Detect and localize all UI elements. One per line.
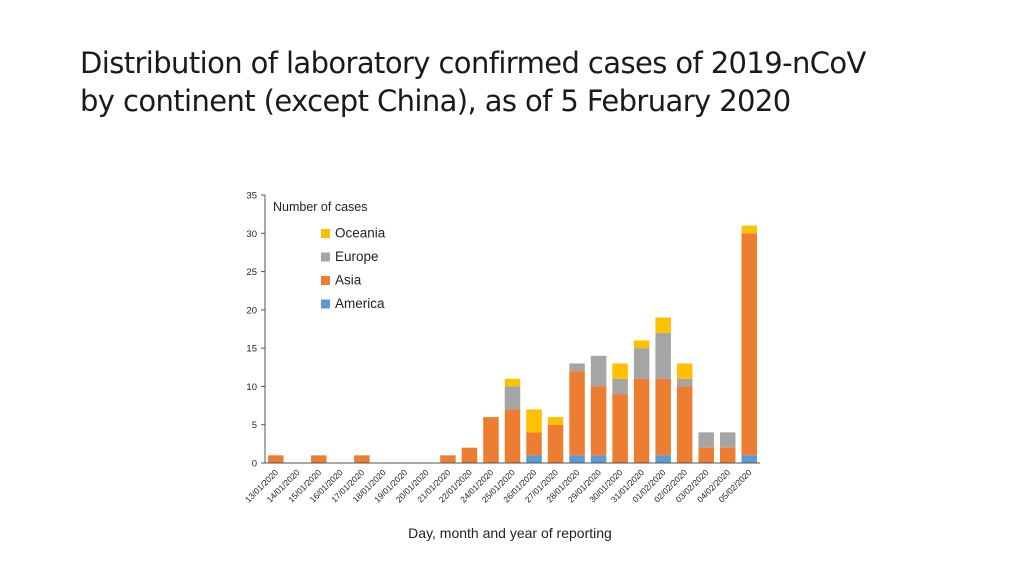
- bar-segment-america: [655, 455, 671, 463]
- bar-segment-asia: [590, 386, 607, 456]
- bar-segment-europe: [569, 363, 585, 372]
- bar-segment-oceania: [676, 363, 693, 379]
- bar-segment-europe: [590, 355, 607, 387]
- bar-segment-europe: [633, 348, 650, 379]
- legend-label-asia: Asia: [335, 273, 362, 288]
- y-axis: 0 5 10 15 20 25 30 35: [246, 191, 266, 470]
- bar-segment-oceania: [655, 317, 671, 333]
- bar-segment-oceania: [741, 225, 757, 234]
- slide-title-line-1: Distribution of laboratory confirmed cas…: [80, 46, 866, 80]
- bar-segment-asia: [633, 378, 650, 463]
- bar-segment-asia: [741, 233, 757, 456]
- bar-segment-asia: [354, 455, 370, 463]
- y-tick-label: 5: [252, 420, 257, 431]
- legend-label-oceania: Oceania: [335, 226, 386, 241]
- bar-segment-europe: [698, 432, 714, 448]
- y-axis-title: Number of cases: [273, 200, 367, 214]
- slide-title-line-2: by continent (except China), as of 5 Feb…: [80, 84, 791, 118]
- bar-segment-asia: [676, 386, 693, 463]
- bar-segment-europe: [655, 332, 671, 379]
- y-tick-label: 10: [246, 382, 257, 393]
- legend-swatch-oceania: [321, 229, 330, 238]
- y-tick-label: 15: [246, 344, 257, 355]
- bar-segment-america: [526, 455, 542, 463]
- bar-segment-oceania: [504, 378, 521, 387]
- y-tick-label: 35: [246, 191, 257, 202]
- bar-segment-europe: [676, 378, 693, 387]
- bar-segment-asia: [311, 455, 327, 463]
- bar-segment-asia: [569, 371, 585, 456]
- x-axis: 13/01/202014/01/202015/01/202016/01/2020…: [243, 462, 760, 504]
- bar-segment-oceania: [633, 340, 650, 349]
- bar-segment-asia: [440, 455, 456, 463]
- legend: Oceania Europe Asia America: [321, 226, 386, 311]
- bar-segment-europe: [612, 378, 628, 395]
- bar-segment-oceania: [526, 409, 542, 433]
- slide-title: Distribution of laboratory confirmed cas…: [80, 44, 980, 120]
- bar-segment-asia: [483, 417, 499, 463]
- legend-swatch-america: [321, 299, 330, 309]
- y-tick-label: 30: [246, 229, 257, 240]
- legend-label-europe: Europe: [335, 249, 379, 264]
- legend-swatch-asia: [321, 276, 330, 285]
- stacked-bar-chart: 0 5 10 15 20 25 30 35 13/01/202014/01/202015/01…: [243, 191, 760, 541]
- bar-segment-oceania: [547, 417, 564, 425]
- bar-segment-america: [741, 455, 757, 463]
- bars: [268, 225, 757, 463]
- y-tick-label: 25: [246, 267, 257, 278]
- bar-segment-europe: [504, 386, 521, 410]
- legend-swatch-europe: [321, 252, 330, 262]
- bar-segment-america: [569, 455, 585, 463]
- bar-segment-asia: [655, 378, 671, 456]
- y-tick-label: 0: [252, 459, 257, 470]
- legend-label-america: America: [335, 296, 385, 311]
- bar-segment-america: [590, 455, 607, 463]
- bar-segment-europe: [719, 432, 736, 448]
- bar-segment-asia: [526, 432, 542, 456]
- bar-segment-asia: [268, 455, 284, 463]
- bar-segment-asia: [612, 394, 628, 463]
- bar-segment-asia: [698, 447, 714, 463]
- bar-segment-asia: [504, 409, 521, 463]
- x-axis-title: Day, month and year of reporting: [408, 525, 612, 541]
- bar-segment-asia: [719, 447, 736, 463]
- bar-segment-asia: [547, 424, 564, 463]
- bar-segment-oceania: [612, 363, 628, 379]
- bar-segment-asia: [461, 447, 478, 463]
- y-tick-label: 20: [246, 305, 257, 316]
